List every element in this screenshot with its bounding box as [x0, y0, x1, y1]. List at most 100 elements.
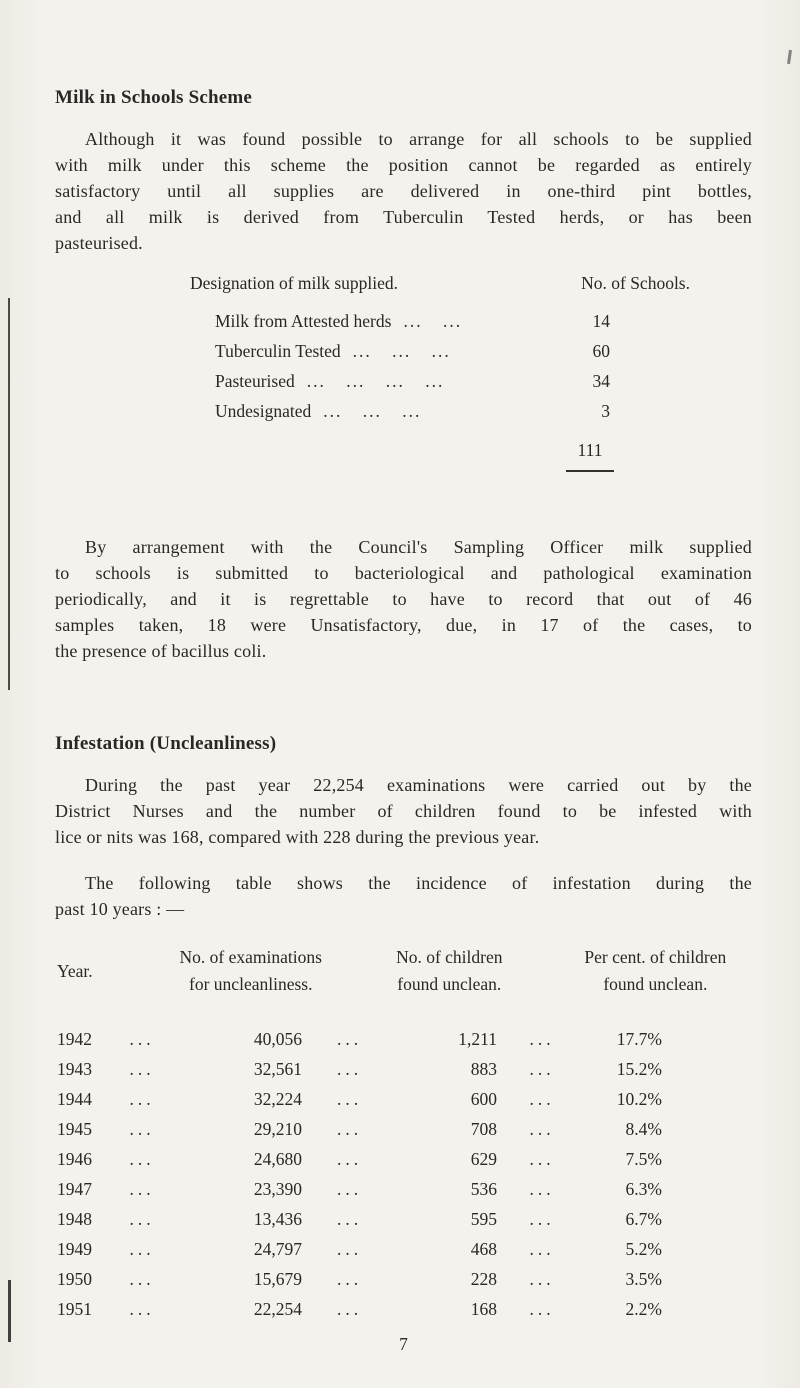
examinations-cell: 29,210: [253, 1119, 302, 1139]
leader-dots: ...: [529, 1059, 555, 1079]
examinations-cell: 23,390: [253, 1179, 302, 1199]
table-row: 1945 ... 29,210 ... 708 ... 8.4%: [57, 1114, 752, 1144]
leader-dots: ...: [129, 1029, 155, 1049]
table-total-row: 111: [190, 440, 690, 472]
text-line: By arrangement with the Council's Sampli…: [85, 537, 752, 557]
infestation-table: Year. No. of examinations for uncleanlin…: [57, 944, 752, 1324]
leader-dots: ...: [129, 1209, 155, 1229]
text-line: the presence of bacillus coli.: [55, 641, 267, 661]
leader-dots: ...: [529, 1239, 555, 1259]
text-line: past 10 years : —: [55, 899, 185, 919]
column-header-year: Year.: [57, 961, 93, 981]
percent-unclean-cell: 15.2%: [616, 1059, 662, 1079]
text-line: Although it was found possible to arrang…: [85, 129, 752, 149]
leader-dots: ...: [336, 1029, 363, 1049]
section-title-milk-scheme: Milk in Schools Scheme: [55, 87, 253, 108]
text-line: The following table shows the incidence …: [85, 873, 752, 893]
total-schools-value: 111: [566, 440, 614, 472]
milk-supply-table: Designation of milk supplied. No. of Sch…: [190, 270, 690, 472]
examinations-cell: 24,680: [253, 1149, 302, 1169]
table-row: 1944 ... 32,224 ... 600 ... 10.2%: [57, 1084, 752, 1114]
leader-dots: ... ... ... ...: [306, 371, 445, 391]
leader-dots: ...: [529, 1269, 555, 1289]
leader-dots: ...: [129, 1089, 155, 1109]
leader-dots: ...: [529, 1089, 555, 1109]
paragraph-milk-scheme: Although it was found possible to arrang…: [55, 126, 752, 256]
year-cell: 1942: [57, 1029, 92, 1049]
text-line: lice or nits was 168, compared with 228 …: [55, 827, 540, 847]
leader-dots: ...: [529, 1149, 555, 1169]
percent-unclean-cell: 6.7%: [625, 1209, 662, 1229]
table-row: 1950 ... 15,679 ... 228 ... 3.5%: [57, 1264, 752, 1294]
text-line: periodically, and it is regrettable to h…: [55, 589, 752, 609]
column-header-children-unclean: No. of children found unclean.: [396, 947, 503, 994]
year-cell: 1943: [57, 1059, 92, 1079]
children-unclean-cell: 228: [470, 1269, 497, 1289]
leader-dots: ...: [336, 1269, 363, 1289]
column-header-schools: No. of Schools.: [581, 273, 690, 293]
text-line: During the past year 22,254 examinations…: [85, 775, 752, 795]
table-row: 1949 ... 24,797 ... 468 ... 5.2%: [57, 1234, 752, 1264]
schools-count-value: 60: [592, 341, 611, 361]
percent-unclean-cell: 3.5%: [625, 1269, 662, 1289]
leader-dots: ...: [336, 1119, 363, 1139]
leader-dots: ...: [336, 1239, 363, 1259]
children-unclean-cell: 629: [470, 1149, 497, 1169]
table-row: 1951 ... 22,254 ... 168 ... 2.2%: [57, 1294, 752, 1324]
leader-dots: ...: [129, 1269, 155, 1289]
milk-designation-label: Milk from Attested herds: [215, 311, 392, 331]
text-line: satisfactory until all supplies are deli…: [55, 181, 752, 201]
text-line: samples taken, 18 were Unsatisfactory, d…: [55, 615, 752, 635]
text-line: to schools is submitted to bacteriologic…: [55, 563, 752, 583]
leader-dots: ...: [529, 1209, 555, 1229]
children-unclean-cell: 468: [470, 1239, 497, 1259]
scan-artifact-line: [8, 298, 10, 690]
table-row: 1946 ... 24,680 ... 629 ... 7.5%: [57, 1144, 752, 1174]
milk-table-rows: Milk from Attested herds ... ... 14 Tube…: [190, 306, 690, 426]
milk-designation-label: Pasteurised: [215, 371, 295, 391]
table-row: 1942 ... 40,056 ... 1,211 ... 17.7%: [57, 1024, 752, 1054]
table-row: 1948 ... 13,436 ... 595 ... 6.7%: [57, 1204, 752, 1234]
percent-unclean-cell: 5.2%: [625, 1239, 662, 1259]
table-row: 1943 ... 32,561 ... 883 ... 15.2%: [57, 1054, 752, 1084]
milk-table-header: Designation of milk supplied. No. of Sch…: [190, 270, 690, 296]
milk-designation-label: Tuberculin Tested: [215, 341, 341, 361]
table-row: Tuberculin Tested ... ... ... 60: [190, 336, 690, 366]
examinations-cell: 15,679: [253, 1269, 302, 1289]
text-line: and all milk is derived from Tuberculin …: [55, 207, 752, 227]
leader-dots: ... ... ...: [323, 401, 422, 421]
leader-dots: ...: [336, 1089, 363, 1109]
table-row: Undesignated ... ... ... 3: [190, 396, 690, 426]
children-unclean-cell: 883: [470, 1059, 497, 1079]
examinations-cell: 13,436: [253, 1209, 302, 1229]
leader-dots: ...: [129, 1059, 155, 1079]
year-cell: 1950: [57, 1269, 92, 1289]
infestation-table-rows: 1942 ... 40,056 ... 1,211 ... 17.7% 1943…: [57, 1024, 752, 1324]
paragraph-table-intro: The following table shows the incidence …: [55, 870, 752, 922]
text-line: pasteurised.: [55, 233, 143, 253]
leader-dots: ...: [336, 1179, 363, 1199]
children-unclean-cell: 708: [470, 1119, 497, 1139]
scan-artifact-mark: [787, 49, 792, 65]
leader-dots: ...: [129, 1299, 155, 1319]
leader-dots: ...: [129, 1179, 155, 1199]
page-number: 7: [399, 1334, 408, 1354]
schools-count-value: 14: [592, 311, 611, 331]
schools-count-value: 3: [601, 401, 610, 421]
leader-dots: ... ...: [403, 311, 463, 331]
children-unclean-cell: 595: [470, 1209, 497, 1229]
examinations-cell: 24,797: [253, 1239, 302, 1259]
leader-dots: ...: [529, 1029, 555, 1049]
text-line: District Nurses and the number of childr…: [55, 801, 752, 821]
leader-dots: ... ... ...: [352, 341, 451, 361]
column-header-designation: Designation of milk supplied.: [190, 273, 399, 293]
text-line: with milk under this scheme the position…: [55, 155, 752, 175]
leader-dots: ...: [129, 1119, 155, 1139]
year-cell: 1951: [57, 1299, 92, 1319]
year-cell: 1944: [57, 1089, 92, 1109]
scan-artifact-line: [8, 1280, 11, 1342]
children-unclean-cell: 1,211: [458, 1029, 497, 1049]
percent-unclean-cell: 6.3%: [625, 1179, 662, 1199]
examinations-cell: 32,224: [253, 1089, 302, 1109]
table-row: Pasteurised ... ... ... ... 34: [190, 366, 690, 396]
